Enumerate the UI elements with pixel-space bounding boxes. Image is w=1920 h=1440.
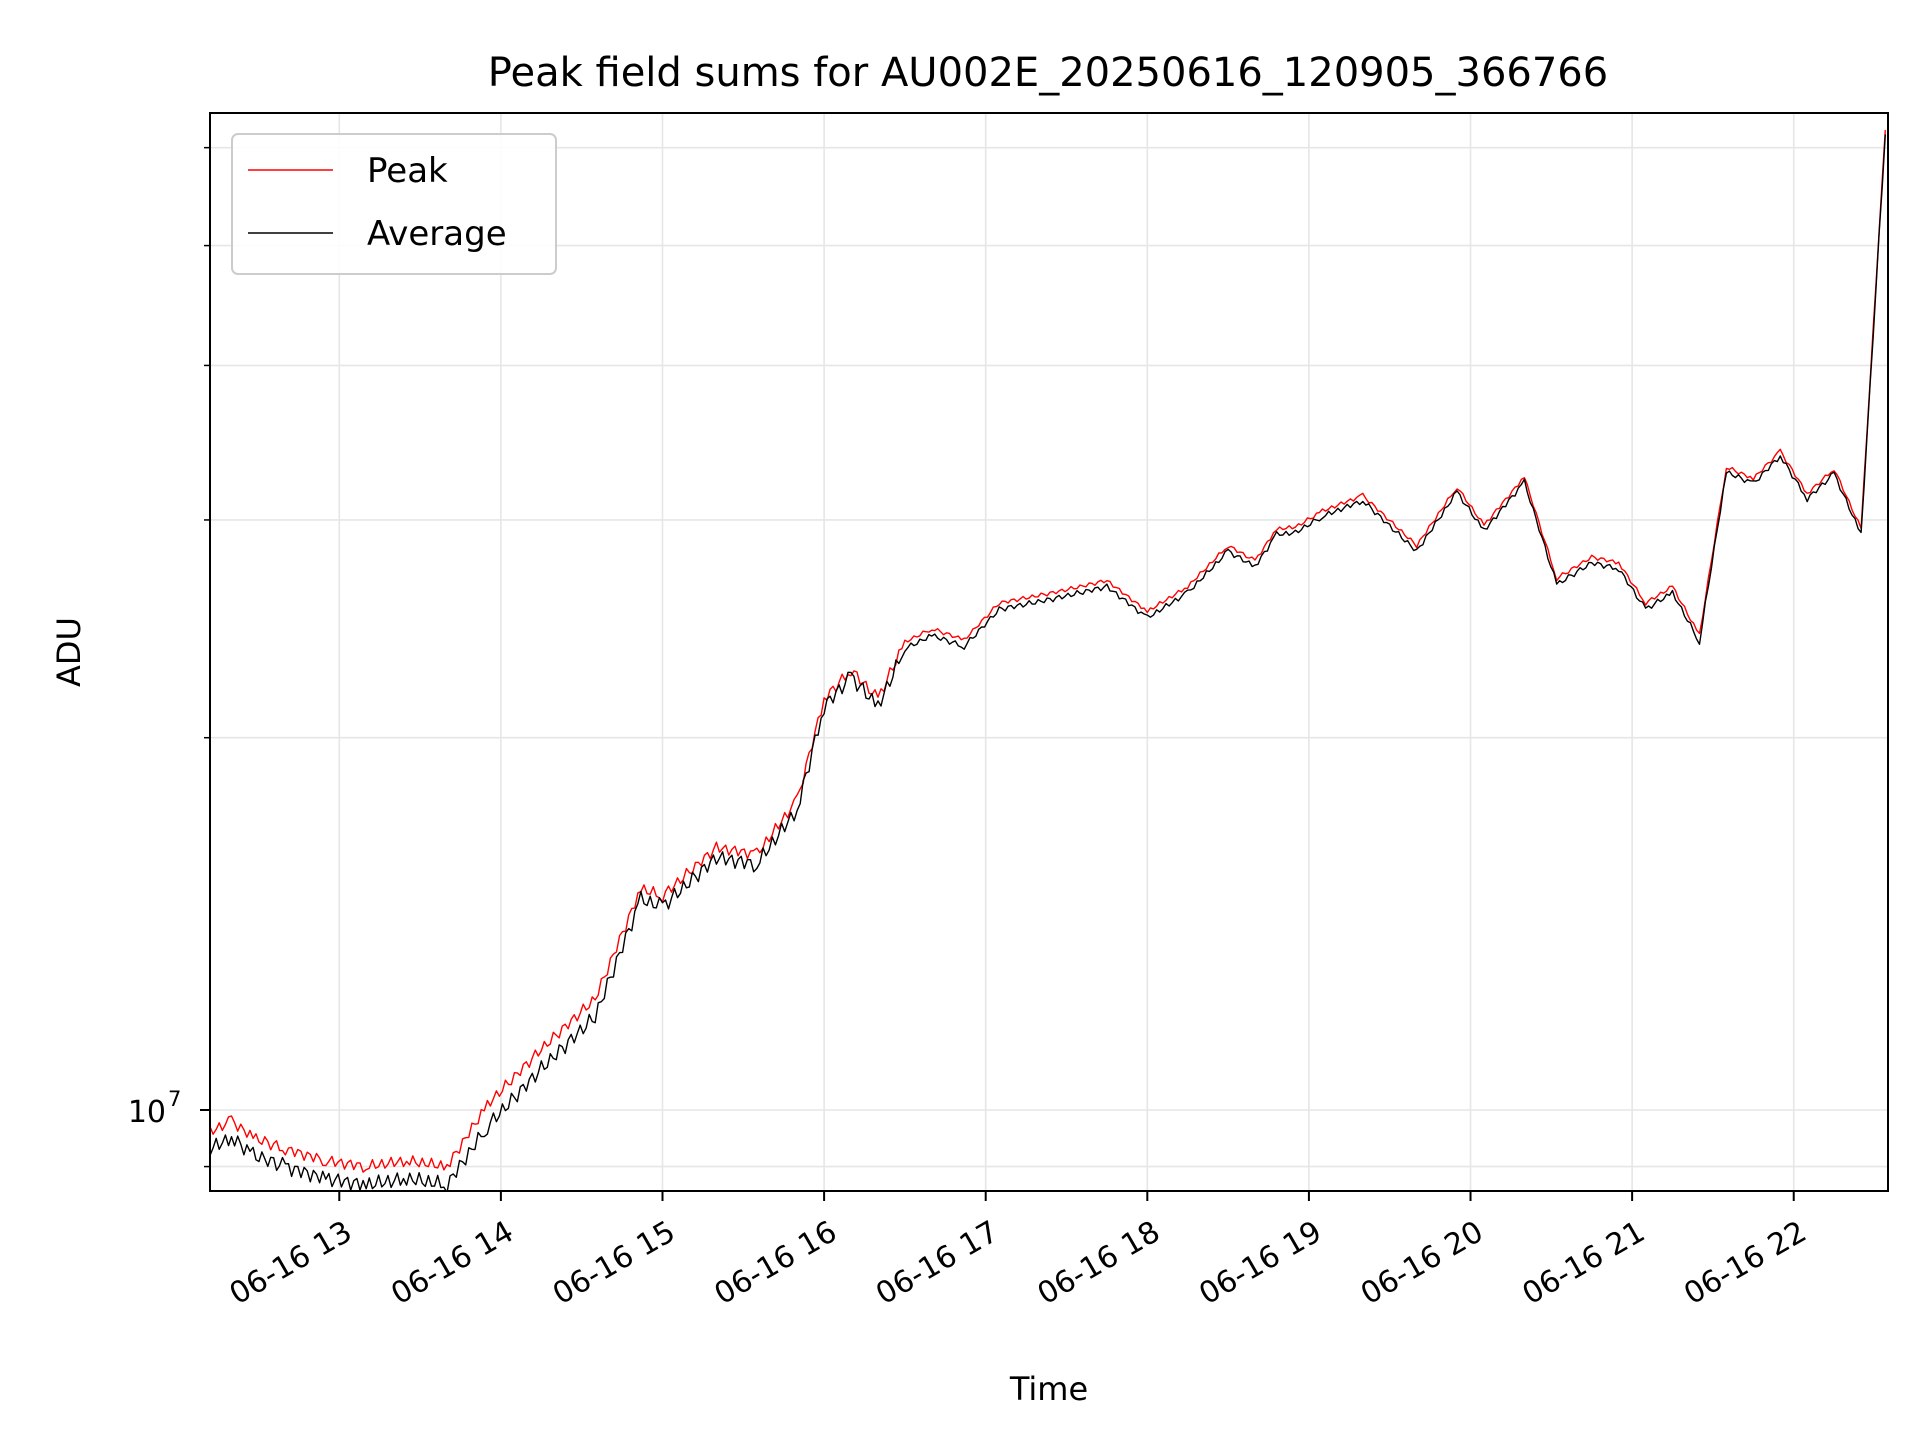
series-line-peak: [210, 130, 1886, 1173]
y-tick-label-base: 10: [128, 1095, 166, 1130]
plot-area: [209, 112, 1889, 1192]
legend-peak-label: Peak: [367, 151, 448, 191]
legend-average-label: Average: [367, 214, 507, 254]
series-line-average: [210, 134, 1886, 1191]
plot-frame: [209, 112, 1889, 1192]
y-axis-label: ADU: [50, 617, 88, 687]
y-axis-ticks: 10 7: [128, 146, 210, 1168]
y-tick-label-exponent: 7: [168, 1087, 181, 1111]
series-layer: [210, 130, 1886, 1191]
x-axis-label: Time: [1009, 1370, 1088, 1408]
legend: Peak Average: [231, 133, 557, 275]
chart-title: Peak field sums for AU002E_20250616_1209…: [488, 50, 1608, 96]
legend-box: [231, 133, 557, 275]
